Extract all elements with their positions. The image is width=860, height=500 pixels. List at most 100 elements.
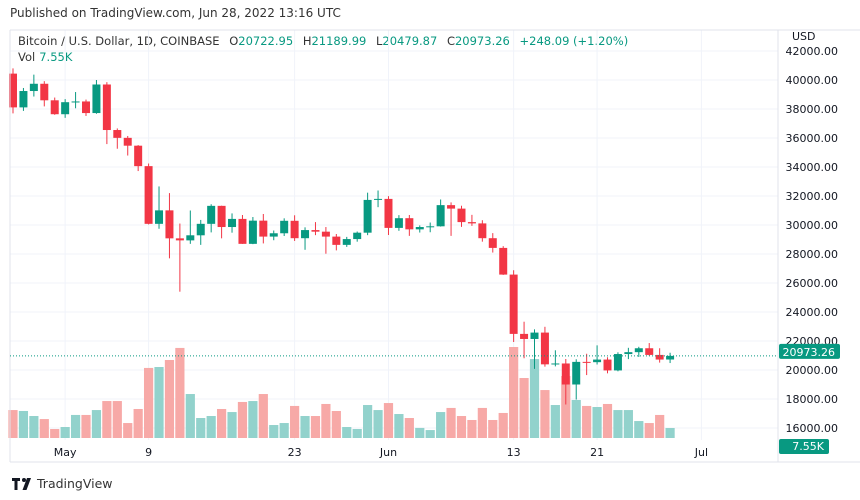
volume-bar <box>143 367 154 438</box>
volume-bar <box>634 421 644 438</box>
volume-bar <box>237 401 248 438</box>
candle-body <box>624 352 633 355</box>
candle-body <box>467 222 476 224</box>
open-value: 20722.95 <box>238 34 294 48</box>
candle-body <box>613 354 622 371</box>
volume-bar <box>279 423 289 438</box>
volume-bar <box>519 378 529 438</box>
candle-body <box>9 73 17 108</box>
volume-legend: Vol 7.55K <box>18 50 72 64</box>
volume-bar <box>123 423 133 438</box>
y-tick-label: 40000.00 <box>786 74 839 87</box>
volume-bar <box>498 412 508 438</box>
volume-bar <box>258 394 268 438</box>
candle-body <box>332 236 341 245</box>
volume-bar <box>436 412 446 438</box>
last-volume-text: 7.55K <box>792 440 824 453</box>
last-price-badge <box>779 343 840 359</box>
x-tick-label: Jun <box>379 446 397 459</box>
candle-body <box>217 205 226 228</box>
candlestick-chart[interactable]: 42000.00 40000.00 38000.00 36000.00 34000.00… <box>0 0 860 470</box>
time-axis[interactable]: May 9 23 Jun 13 21 Jul <box>54 446 708 459</box>
candle-body <box>175 238 184 241</box>
candle-body <box>196 223 205 236</box>
symbol-name: Bitcoin / U.S. Dollar, 1D, COINBASE <box>18 34 220 48</box>
volume-bar <box>467 419 477 438</box>
volume-bar <box>331 410 341 438</box>
candle-body <box>311 230 320 232</box>
volume-bar <box>342 427 352 438</box>
volume-bar <box>18 410 29 438</box>
low-label: L <box>376 34 383 48</box>
candle-body <box>113 130 122 138</box>
candle-body <box>82 101 91 114</box>
x-tick-label: Jul <box>694 446 708 459</box>
candle-body <box>436 205 445 227</box>
volume-bar <box>644 423 654 438</box>
last-price-text: 20973.26 <box>783 346 836 359</box>
volume-bar <box>529 359 540 438</box>
volume-value: 7.55K <box>39 50 73 64</box>
candle-body <box>488 238 497 248</box>
y-tick-label: 26000.00 <box>786 277 839 290</box>
volume-bar <box>592 407 602 438</box>
price-axis[interactable]: 42000.00 40000.00 38000.00 36000.00 34000.00… <box>786 45 839 435</box>
volume-bar <box>102 401 112 438</box>
candle-body <box>228 218 237 228</box>
volume-label: Vol <box>18 50 36 64</box>
footer-brand[interactable]: TradingView <box>12 476 113 491</box>
volume-bar <box>112 401 122 438</box>
grid <box>10 30 778 440</box>
y-tick-label: 38000.00 <box>786 103 839 116</box>
x-tick-label: 13 <box>507 446 521 459</box>
candle-body <box>561 363 570 385</box>
y-tick-label: 20000.00 <box>786 364 839 377</box>
candle-body <box>92 84 101 114</box>
candles <box>9 68 675 405</box>
candle-body <box>248 220 257 244</box>
volume-bar <box>540 390 550 438</box>
candle-body <box>342 239 351 245</box>
x-tick-label: 21 <box>590 446 604 459</box>
volume-bar <box>50 428 60 438</box>
candle-body <box>238 218 247 244</box>
candle-body <box>603 359 612 371</box>
volume-bar <box>290 405 300 438</box>
x-tick-label: 9 <box>145 446 152 459</box>
candle-body <box>19 91 28 108</box>
x-tick-label: May <box>54 446 77 459</box>
volume-bar <box>394 414 404 438</box>
published-caption: Published on TradingView.com, Jun 28, 20… <box>10 6 341 20</box>
symbol-legend: Bitcoin / U.S. Dollar, 1D, COINBASE O207… <box>18 34 628 48</box>
volume-bars <box>8 347 675 438</box>
candle-body <box>61 102 70 115</box>
candle-body <box>405 218 414 230</box>
volume-bar <box>39 419 49 438</box>
candle-body <box>426 226 435 228</box>
low-value: 20479.87 <box>382 34 438 48</box>
candle-body <box>71 101 80 103</box>
candle-body <box>499 247 508 275</box>
volume-bar <box>425 430 435 438</box>
candle-body <box>530 332 539 339</box>
last-volume-badge <box>779 439 829 454</box>
currency-label: USD <box>792 30 816 43</box>
volume-bar <box>446 407 456 438</box>
y-tick-label: 18000.00 <box>786 393 839 406</box>
candle-body <box>102 84 111 131</box>
y-tick-label: 32000.00 <box>786 190 839 203</box>
volume-bar <box>300 416 310 438</box>
volume-bar <box>383 403 394 438</box>
candle-body <box>384 198 393 228</box>
candle-body <box>666 355 675 360</box>
volume-bar <box>404 418 414 438</box>
candle-body <box>269 233 278 237</box>
volume-bar <box>352 428 362 438</box>
candle-body <box>374 198 383 200</box>
volume-bar <box>623 410 633 438</box>
volume-bar <box>613 410 623 438</box>
high-value: 21189.99 <box>311 34 367 48</box>
candle-body <box>457 208 466 223</box>
volume-bar <box>196 418 206 438</box>
candle-body <box>144 166 153 224</box>
